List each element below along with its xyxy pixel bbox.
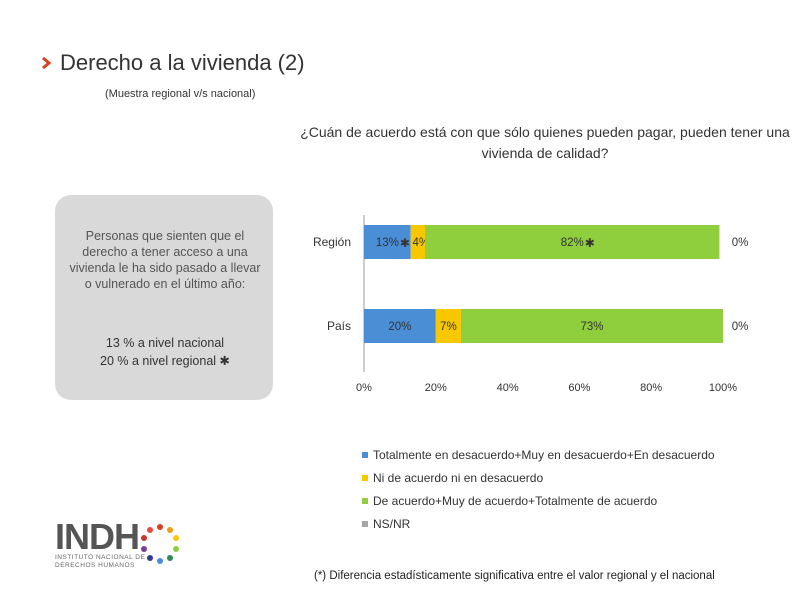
x-tick-label: 100% <box>709 382 737 394</box>
data-label: 82% <box>561 237 584 249</box>
legend-item: NS/NR <box>362 512 715 535</box>
bar-segment <box>410 225 426 259</box>
legend-item: Totalmente en desacuerdo+Muy en desacuer… <box>362 443 715 466</box>
bar-segment <box>460 309 723 343</box>
category-label: Región <box>313 235 351 249</box>
page-title: Derecho a la vivienda (2) <box>60 50 305 75</box>
legend-label: Totalmente en desacuerdo+Muy en desacuer… <box>373 447 715 462</box>
bar-segment <box>364 225 411 259</box>
logo-line-2: DERECHOS HUMANOS <box>55 562 135 569</box>
callout-stats: 13 % a nivel nacional 20 % a nivel regio… <box>65 334 265 370</box>
asterisk-icon: ✱ <box>216 354 230 368</box>
callout-stat-national: 13 % a nivel nacional <box>105 336 225 350</box>
legend-swatch <box>362 451 368 458</box>
indh-logo: INDH INSTITUTO NACIONAL DE DERECHOS HUMA… <box>55 516 195 575</box>
chevron-right-icon <box>42 57 52 69</box>
x-tick-label: 40% <box>497 382 519 394</box>
page-subtitle: (Muestra regional v/s nacional) <box>105 88 256 100</box>
legend-item: Ni de acuerdo ni en desacuerdo <box>362 466 715 489</box>
data-label: 0% <box>732 321 749 333</box>
data-label: 73% <box>580 321 603 333</box>
legend-swatch <box>362 520 368 527</box>
legend-item: De acuerdo+Muy de acuerdo+Totalmente de … <box>362 489 715 512</box>
logo-line-1: INSTITUTO NACIONAL DE <box>55 554 146 561</box>
chart-question: ¿Cuán de acuerdo está con que sólo quien… <box>300 124 790 161</box>
title-row: Derecho a la vivienda (2) <box>40 50 305 76</box>
legend-label: NS/NR <box>373 516 411 531</box>
bar-segment <box>364 309 436 343</box>
x-tick-label: 80% <box>640 382 662 394</box>
data-label: 7% <box>440 321 457 333</box>
significance-asterisk: ✱ <box>585 236 595 250</box>
x-tick-label: 0% <box>356 382 372 394</box>
chart-legend: Totalmente en desacuerdo+Muy en desacuer… <box>362 443 715 535</box>
data-label: 4% <box>413 237 430 249</box>
callout-stat-regional: 20 % a nivel regional ✱ <box>100 354 230 368</box>
x-tick-label: 20% <box>425 382 447 394</box>
logo-word: INDH <box>55 516 140 557</box>
significance-asterisk: ✱ <box>400 236 410 250</box>
bar-segment <box>425 225 720 259</box>
data-label: 20% <box>388 321 411 333</box>
logo-dots-icon <box>141 524 179 564</box>
callout-text: Personas que sienten que el derecho a te… <box>69 229 261 291</box>
legend-swatch <box>362 497 368 504</box>
callout-box <box>55 195 273 400</box>
data-label: 13% <box>376 237 399 249</box>
legend-label: Ni de acuerdo ni en desacuerdo <box>373 470 544 485</box>
bar-segment <box>435 309 461 343</box>
x-tick-label: 60% <box>568 382 590 394</box>
footnote: (*) Diferencia estadísticamente signific… <box>314 570 715 582</box>
legend-label: De acuerdo+Muy de acuerdo+Totalmente de … <box>373 493 658 508</box>
category-label: País <box>327 319 351 333</box>
legend-swatch <box>362 474 368 481</box>
data-label: 0% <box>732 237 749 249</box>
